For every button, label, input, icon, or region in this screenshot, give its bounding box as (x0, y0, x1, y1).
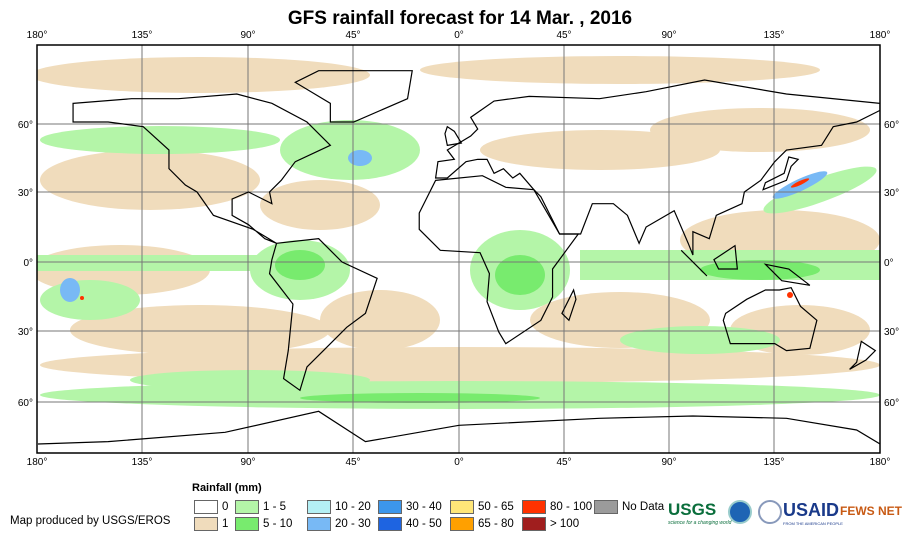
usgs-logo-text: USGS (668, 500, 717, 519)
coastline-south-america (268, 238, 378, 392)
legend-label: 20 - 30 (335, 518, 371, 530)
legend-label: 80 - 100 (550, 501, 593, 513)
legend-label: 30 - 40 (406, 501, 442, 513)
legend-item: 5 - 10 (235, 517, 292, 531)
lat-label: 30° (884, 188, 899, 199)
legend-item: > 100 (522, 517, 579, 531)
fews-net-logo: FEWS NET (840, 504, 902, 518)
legend-item: 65 - 80 (450, 517, 514, 531)
lon-label: 45° (345, 457, 360, 468)
legend-label: No Data (622, 501, 665, 513)
lon-label: 45° (345, 30, 360, 41)
legend-item: 0 (194, 500, 228, 514)
coastline-sumatra (680, 249, 708, 277)
lat-label: 30° (884, 327, 899, 338)
coastline-africa (418, 175, 580, 345)
coastline-madagascar (561, 288, 577, 322)
credit-text: Map produced by USGS/EROS (10, 515, 171, 527)
lon-label: 90° (661, 30, 676, 41)
legend-label: 0 (222, 501, 229, 513)
legend-swatch (235, 517, 259, 531)
legend-swatch (522, 500, 546, 514)
legend-label: 1 - 5 (263, 501, 287, 513)
coastline-borneo (713, 244, 739, 270)
lon-label: 180° (870, 30, 891, 41)
lon-label: 90° (240, 457, 255, 468)
legend-label: > 100 (550, 518, 580, 530)
coastline-japan (762, 156, 800, 191)
coastline-antarctica (37, 410, 880, 445)
lat-label: 60° (18, 398, 33, 409)
legend-title: Rainfall (mm) (192, 482, 262, 494)
lon-label: 135° (764, 30, 785, 41)
legend-item: 50 - 65 (450, 500, 514, 514)
lat-label: 0° (884, 258, 894, 269)
lon-label: 0° (454, 457, 464, 468)
legend-label: 65 - 80 (478, 518, 514, 530)
legend-swatch (450, 500, 474, 514)
legend-label: 1 (222, 518, 229, 530)
legend-item: 30 - 40 (378, 500, 442, 514)
coastline-new-zealand (849, 340, 877, 370)
lat-label: 30° (18, 327, 33, 338)
lat-label: 60° (884, 120, 899, 131)
legend-item: 40 - 50 (378, 517, 442, 531)
lon-label: 0° (454, 30, 464, 41)
legend-swatch (378, 517, 402, 531)
legend-swatch (450, 517, 474, 531)
rainfall-layer (37, 45, 880, 453)
legend-item: 80 - 100 (522, 500, 592, 514)
lat-label: 60° (18, 120, 33, 131)
legend-label: 10 - 20 (335, 501, 371, 513)
coastline-north-america (72, 93, 332, 244)
coastline-greenland (294, 70, 413, 123)
lon-label: 90° (240, 30, 255, 41)
legend-swatch (194, 517, 218, 531)
lat-label: 60° (884, 398, 899, 409)
coastline-eurasia (434, 79, 880, 256)
lon-label: 135° (764, 457, 785, 468)
lon-label: 45° (556, 457, 571, 468)
legend-swatch (307, 517, 331, 531)
coastline-uk (444, 125, 463, 147)
lon-label: 180° (870, 457, 891, 468)
lon-label: 90° (661, 457, 676, 468)
usaid-tagline: FROM THE AMERICAN PEOPLE (783, 521, 843, 526)
legend-swatch (307, 500, 331, 514)
legend-item: 1 (194, 517, 228, 531)
lon-label: 135° (132, 457, 153, 468)
legend-item: 10 - 20 (307, 500, 371, 514)
legend-swatch (194, 500, 218, 514)
usaid-logo-text: USAID (783, 500, 840, 520)
lat-label: 30° (18, 188, 33, 199)
usaid-seal (758, 500, 782, 524)
legend-swatch (378, 500, 402, 514)
usgs-tagline: science for a changing world (668, 520, 732, 526)
legend-label: 5 - 10 (263, 518, 293, 530)
legend-swatch (235, 500, 259, 514)
legend-item: 1 - 5 (235, 500, 286, 514)
noaa-logo (728, 500, 752, 524)
map-title: GFS rainfall forecast for 14 Mar. , 2016 (287, 8, 633, 29)
legend-label: 40 - 50 (406, 518, 442, 530)
lat-label: 0° (23, 258, 33, 269)
legend-item: No Data (594, 500, 664, 514)
lon-label: 135° (132, 30, 153, 41)
legend-swatch (594, 500, 618, 514)
legend-item: 20 - 30 (307, 517, 371, 531)
legend-label: 50 - 65 (478, 501, 514, 513)
coastline-australia (722, 286, 818, 352)
lon-label: 180° (27, 30, 48, 41)
usgs-logo: USGS science for a changing world (668, 500, 731, 526)
usaid-logo: USAID FROM THE AMERICAN PEOPLE (783, 500, 843, 526)
lon-label: 180° (27, 457, 48, 468)
lon-label: 45° (556, 30, 571, 41)
coastline-new-guinea (763, 263, 811, 286)
legend-swatch (522, 517, 546, 531)
coastlines (37, 70, 880, 445)
